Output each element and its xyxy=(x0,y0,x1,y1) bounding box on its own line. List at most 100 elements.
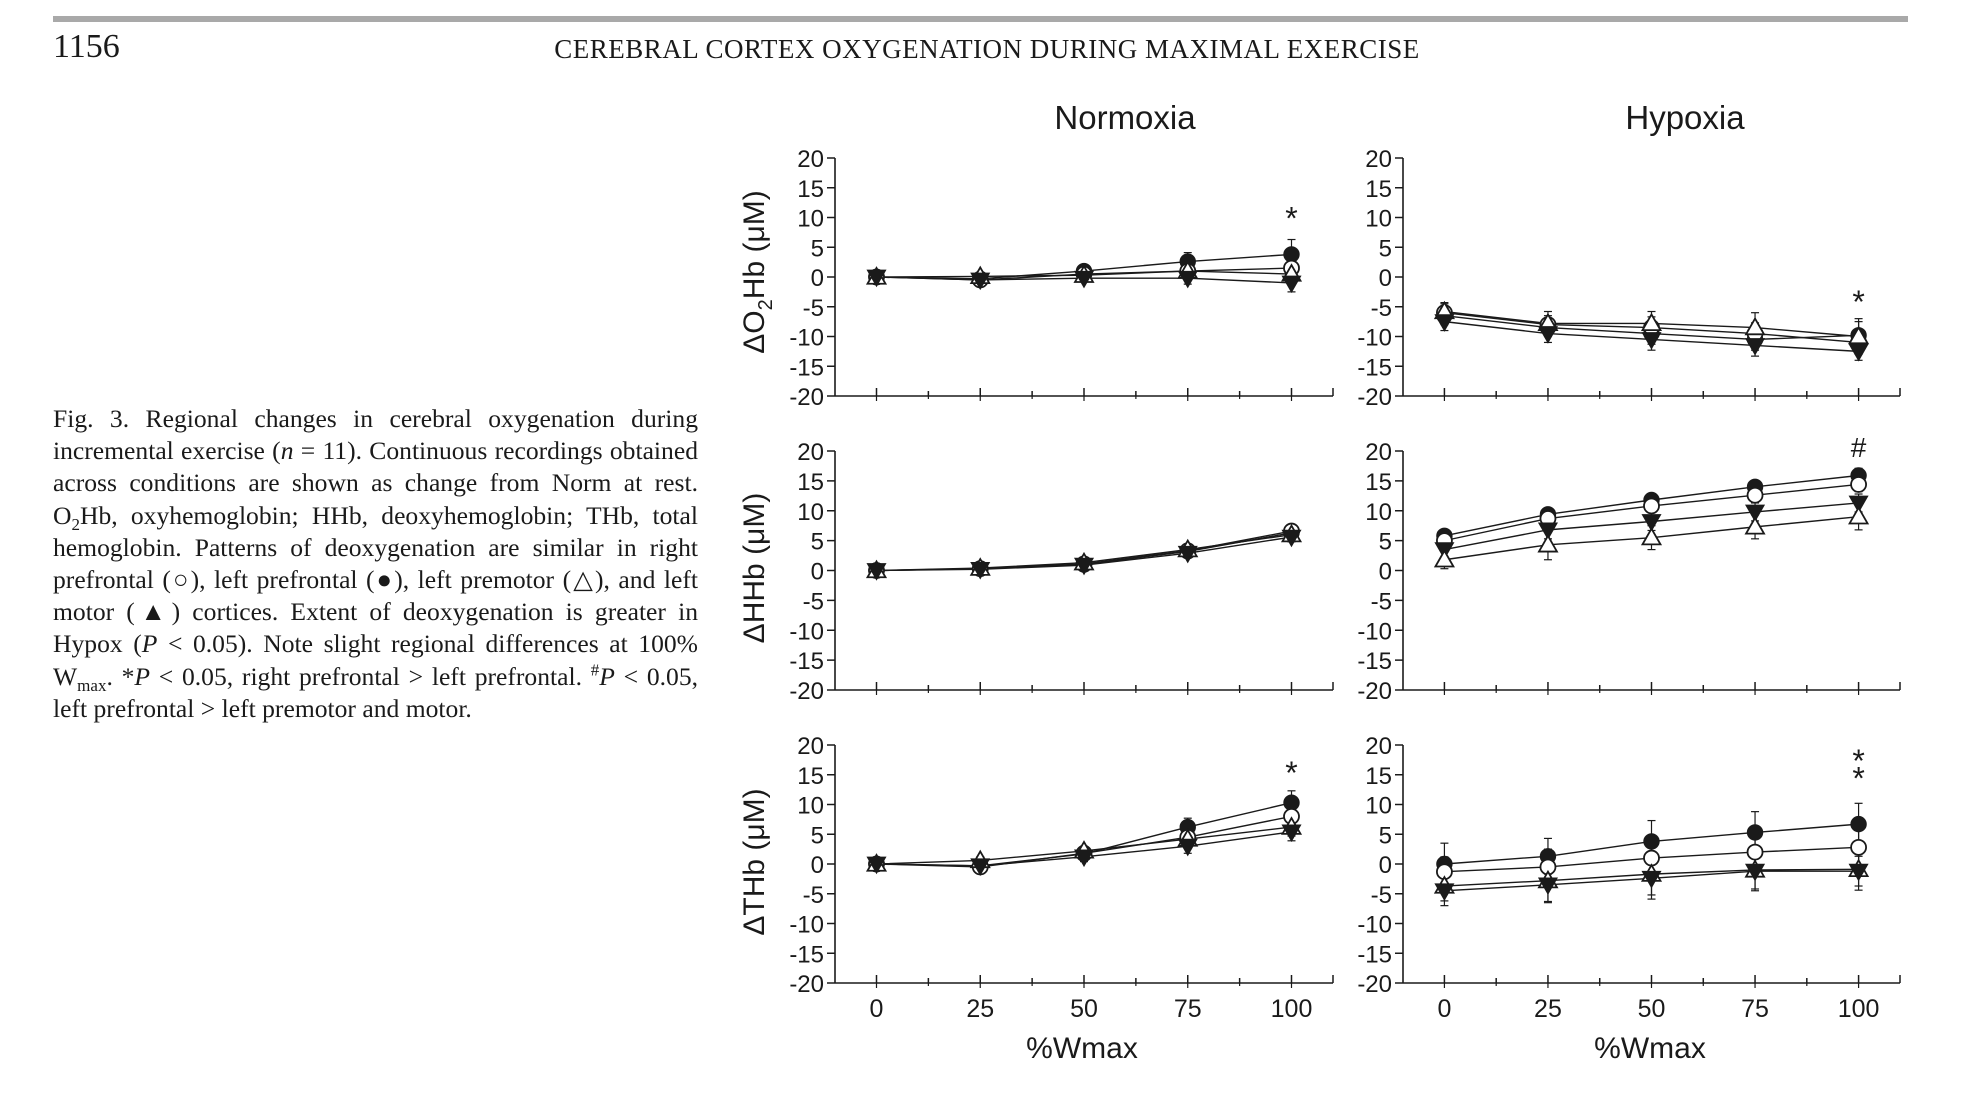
x-tick-label: 25 xyxy=(1534,995,1562,1023)
significance-marker: * xyxy=(1285,201,1297,237)
data-point-circle-open xyxy=(1643,497,1660,515)
data-point-triangle-filled xyxy=(1745,338,1766,356)
data-point-triangle-filled xyxy=(1641,514,1662,532)
y-tick-label: 15 xyxy=(1365,176,1392,203)
y-tick-label: -5 xyxy=(803,588,824,615)
y-tick-label: 15 xyxy=(797,176,824,203)
y-tick-label: 5 xyxy=(1379,235,1392,262)
y-tick-label: -15 xyxy=(789,941,824,968)
y-tick-label: 15 xyxy=(1365,469,1392,496)
data-point-triangle-filled xyxy=(1745,863,1766,882)
data-point-triangle-filled xyxy=(1848,863,1869,882)
significance-marker: * xyxy=(1852,761,1864,797)
y-tick-label: -5 xyxy=(1371,882,1392,909)
y-tick-label: -10 xyxy=(789,912,824,939)
y-tick-label: 0 xyxy=(1379,265,1392,292)
data-point-circle-filled xyxy=(1283,794,1300,811)
significance-marker: * xyxy=(1852,284,1864,320)
y-tick-label: -10 xyxy=(1357,618,1392,645)
x-tick-label: 0 xyxy=(870,995,884,1023)
row-label-subscript: 2 xyxy=(755,299,777,310)
y-tick-label: -5 xyxy=(803,882,824,909)
y-tick-label: -5 xyxy=(803,295,824,322)
chart-panel: 20 15 10 5 0-5 -10 -15 -20 # xyxy=(1357,432,1901,705)
data-point-triangle-filled xyxy=(1177,838,1198,857)
data-point-triangle-filled xyxy=(970,561,991,580)
y-tick-label: 20 xyxy=(797,439,824,466)
y-tick-label: 0 xyxy=(811,852,824,879)
running-title: CEREBRAL CORTEX OXYGENATION DURING MAXIM… xyxy=(0,34,1968,65)
y-tick-label: 10 xyxy=(1365,206,1392,233)
significance-marker: # xyxy=(1851,432,1867,463)
y-tick-label: 15 xyxy=(1365,763,1392,790)
y-tick-label: 0 xyxy=(811,265,824,292)
panels-layer: 20151050-5-10-15-20*20151050-5-10-15-20*… xyxy=(789,146,1901,1023)
row-label-thb: ΔTHb (μM) xyxy=(738,788,771,935)
caption-subscript-max: max xyxy=(77,675,107,695)
data-point-triangle-filled xyxy=(866,269,887,288)
row-label-text: THb (μM) xyxy=(738,788,771,915)
caption-p-variable: P xyxy=(134,661,151,691)
data-point-triangle-open xyxy=(1848,325,1870,345)
y-tick-label: -20 xyxy=(1357,678,1392,705)
data-point-triangle-open xyxy=(1744,316,1766,336)
y-tick-label: -20 xyxy=(1357,384,1392,411)
y-tick-label: -15 xyxy=(1357,354,1392,381)
data-point-triangle-filled xyxy=(1281,529,1302,548)
row-label-o: O xyxy=(738,310,771,333)
y-tick-label: 0 xyxy=(811,559,824,586)
y-tick-label: 20 xyxy=(1365,733,1392,760)
y-tick-label: 10 xyxy=(797,206,824,233)
data-point-triangle-open xyxy=(1640,526,1663,546)
y-tick-label: 10 xyxy=(797,499,824,526)
y-tick-label: 0 xyxy=(1379,559,1392,586)
data-point-triangle-open xyxy=(1433,548,1455,568)
data-point-triangle-open xyxy=(1640,312,1663,332)
y-tick-label: -15 xyxy=(789,354,824,381)
caption-p-variable: P xyxy=(599,661,615,691)
column-title-hypoxia: Hypoxia xyxy=(1625,99,1745,136)
chart-panel: 20 15 105 0 -5 -10-15 -20 * xyxy=(789,146,1334,411)
x-tick-label: 25 xyxy=(966,995,994,1023)
caption-text-2: = 11). Continuous recordings obtained ac… xyxy=(53,436,698,530)
row-label-text: HHb (μM) xyxy=(738,493,771,624)
data-point-circle-open xyxy=(1746,843,1764,861)
data-point-circle-filled xyxy=(1850,815,1867,833)
caption-subscript-2: 2 xyxy=(71,514,80,534)
data-point-triangle-filled xyxy=(1281,275,1302,294)
chart-panel: 20 15 105 0 -5 -10-15 -20 * xyxy=(1357,146,1901,411)
caption-n-variable: n xyxy=(280,436,294,466)
caption-text-3: Hb, oxyhemoglobin; HHb, deoxyhemoglobin;… xyxy=(53,500,698,659)
data-point-circle-open xyxy=(1746,486,1764,504)
y-tick-label: -20 xyxy=(789,971,824,998)
data-point-circle-filled xyxy=(1746,824,1764,841)
data-point-circle-open xyxy=(1643,849,1660,867)
figure-caption: Fig. 3. Regional changes in cerebral oxy… xyxy=(53,403,698,725)
x-tick-label: 100 xyxy=(1271,995,1313,1023)
data-point-triangle-filled xyxy=(1073,557,1095,576)
row-label-hhb: ΔHHb (μM) xyxy=(738,493,771,644)
y-tick-label: 5 xyxy=(1379,822,1392,849)
y-tick-label: 5 xyxy=(811,235,824,262)
y-tick-label: -15 xyxy=(1357,941,1392,968)
data-point-triangle-filled xyxy=(1281,824,1302,843)
data-point-triangle-filled xyxy=(1641,870,1662,889)
data-point-circle-open xyxy=(1850,476,1867,493)
data-point-circle-filled xyxy=(1283,246,1300,263)
row-label-delta: Δ xyxy=(738,623,771,643)
data-point-triangle-filled xyxy=(1848,344,1869,362)
caption-text-4: < 0.05). Note slight regional difference… xyxy=(53,629,698,691)
y-tick-label: 15 xyxy=(797,469,824,496)
y-tick-label: 20 xyxy=(797,146,824,173)
caption-hash-superscript: # xyxy=(590,660,600,680)
top-rule xyxy=(53,16,1908,22)
row-label-delta: Δ xyxy=(738,334,771,354)
data-point-triangle-filled xyxy=(1177,545,1198,564)
data-point-triangle-filled xyxy=(970,272,991,291)
data-point-triangle-filled xyxy=(1537,877,1558,896)
data-point-triangle-open xyxy=(1537,533,1559,553)
caption-text-7: < 0.05, left prefrontal > left premotor … xyxy=(53,661,699,723)
data-point-triangle-filled xyxy=(866,563,887,581)
caption-p-variable: P xyxy=(141,629,158,659)
y-tick-label: 5 xyxy=(1379,529,1392,556)
